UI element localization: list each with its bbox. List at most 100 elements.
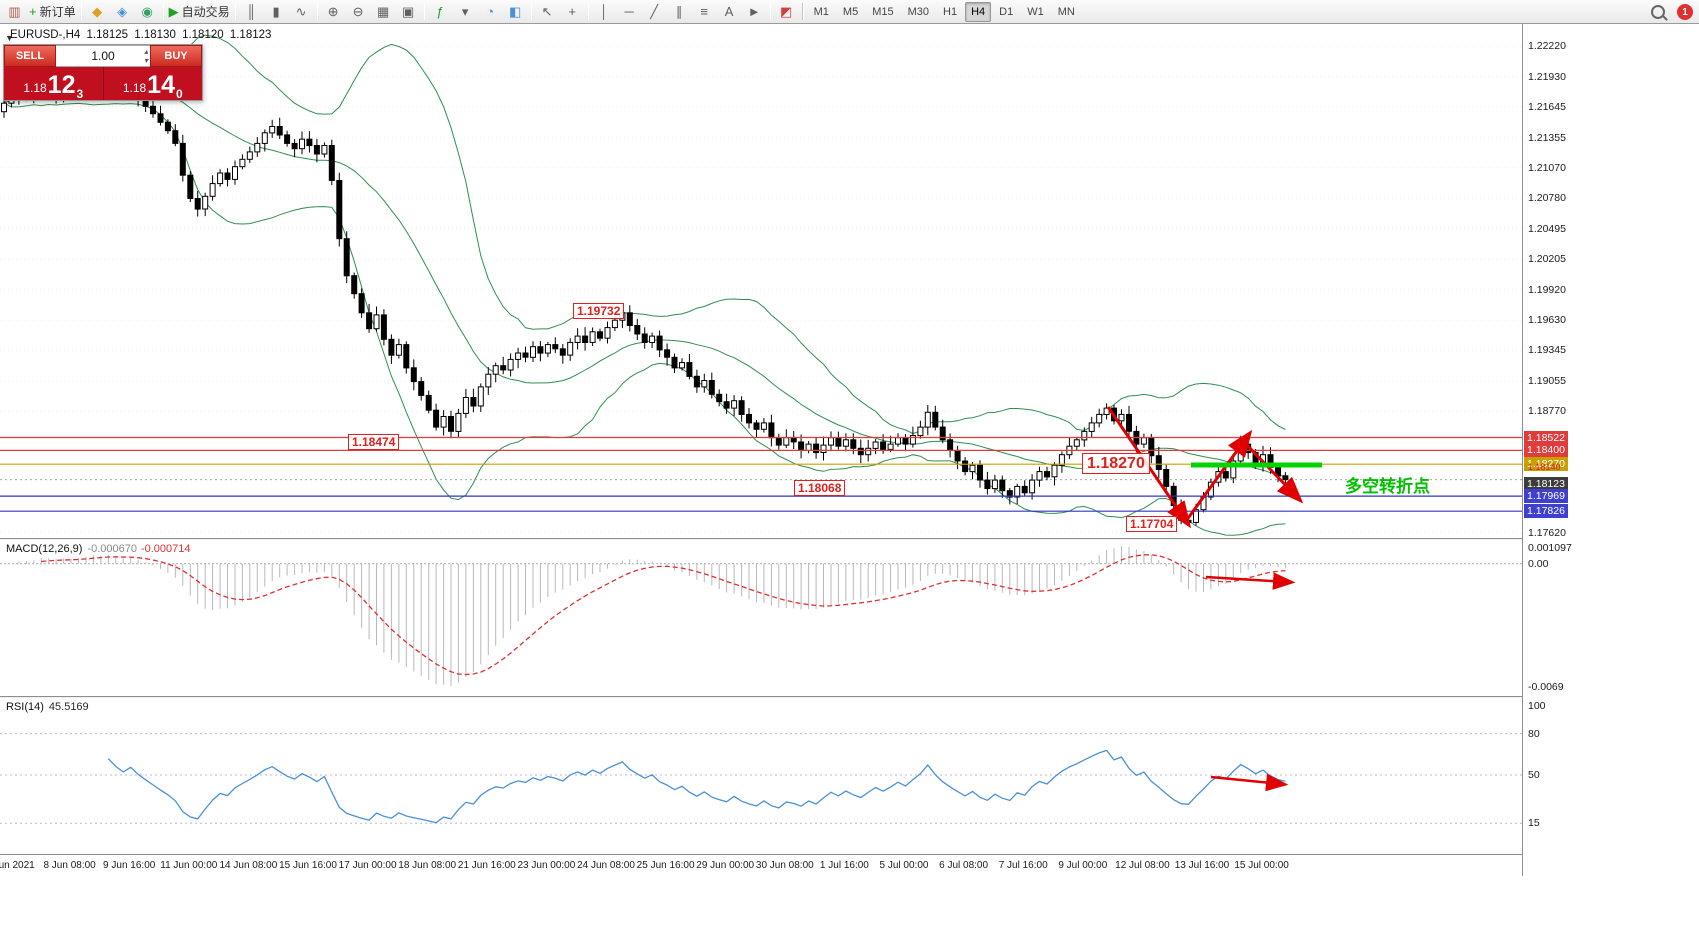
crosshair-icon[interactable]: + bbox=[561, 1, 584, 23]
price-tick: 1.19055 bbox=[1528, 375, 1566, 388]
price-tick: 1.21355 bbox=[1528, 131, 1566, 144]
timeframe-m5[interactable]: M5 bbox=[842, 5, 859, 18]
timeframe-m1[interactable]: M1 bbox=[813, 5, 829, 18]
zoom-out-icon[interactable]: ⊖ bbox=[347, 1, 370, 23]
bar-chart-icon[interactable]: ║ bbox=[240, 1, 263, 23]
rsi-panel-canvas[interactable] bbox=[0, 698, 1522, 854]
price-badge: 1.18270 bbox=[1524, 457, 1568, 472]
price-annotation-label[interactable]: 1.19732 bbox=[573, 303, 625, 319]
toolbar-separator bbox=[162, 3, 164, 20]
price-badge: 1.18140 bbox=[1528, 461, 1561, 472]
time-label: 29 Jun 00:00 bbox=[696, 860, 755, 871]
buy-button[interactable]: BUY bbox=[150, 45, 202, 67]
price-tick: 1.17620 bbox=[1528, 527, 1566, 539]
auto-trading-button-label: 自动交易 bbox=[181, 5, 230, 19]
price-annotation-label[interactable]: 1.18474 bbox=[348, 434, 400, 450]
volume-down-icon[interactable]: ▾ bbox=[143, 56, 148, 65]
new-order-button[interactable]: + 新订单 bbox=[28, 1, 77, 23]
arrows-tool-icon[interactable]: ► bbox=[743, 1, 766, 23]
price-tick: 1.19630 bbox=[1528, 314, 1566, 327]
horizontal-line-icon[interactable]: ─ bbox=[618, 1, 641, 23]
timeframe-h4[interactable]: H4 bbox=[965, 1, 992, 22]
sell-price-display[interactable]: 1.18 12 3 bbox=[4, 67, 104, 100]
macd-panel-canvas[interactable] bbox=[0, 540, 1522, 696]
notification-badge[interactable]: 1 bbox=[1677, 4, 1693, 20]
close-value: 1.18123 bbox=[229, 29, 272, 41]
indicators-icon[interactable]: ƒ bbox=[429, 1, 452, 23]
indicators-dropdown: ▾ bbox=[461, 4, 469, 19]
indicators-icon: ƒ bbox=[436, 4, 444, 19]
main-chart-canvas[interactable] bbox=[0, 24, 1522, 538]
macd-axis-label: 0.00 bbox=[1528, 557, 1549, 570]
trendline-icon[interactable]: ╱ bbox=[643, 1, 666, 23]
timeframe-h1[interactable]: H1 bbox=[943, 5, 958, 18]
timeframe-mn[interactable]: MN bbox=[1057, 5, 1075, 18]
volume-input[interactable]: 1.00 ▴ ▾ bbox=[56, 45, 150, 67]
trendline-icon: ╱ bbox=[650, 4, 659, 19]
time-axis[interactable]: 7 Jun 2021 8 Jun 08:00 9 Jun 16:00 11 Jun 0… bbox=[0, 854, 1578, 877]
timeframe-w1[interactable]: W1 bbox=[1027, 5, 1044, 18]
sell-button[interactable]: SELL bbox=[4, 45, 56, 67]
price-annotation-label[interactable]: 1.18068 bbox=[794, 480, 846, 496]
time-label: 8 Jun 08:00 bbox=[43, 860, 96, 871]
quote-header: EURUSD-,H4 1.18125 1.18130 1.18120 1.181… bbox=[10, 29, 274, 41]
navigator-icon[interactable]: ◉ bbox=[136, 1, 159, 23]
buy-price-display[interactable]: 1.18 14 0 bbox=[122, 71, 183, 101]
macd-indicator-label: MACD(12,26,9) -0.000670 -0.000714 bbox=[6, 543, 191, 555]
rsi-axis-label: 100 bbox=[1528, 700, 1546, 712]
time-label: 12 Jul 08:00 bbox=[1115, 860, 1170, 871]
price-badge: 1.18522 bbox=[1524, 430, 1568, 445]
time-label: 6 Jul 08:00 bbox=[939, 860, 989, 871]
turning-point-note[interactable]: 多空转折点 bbox=[1345, 477, 1430, 496]
panel-splitter[interactable] bbox=[0, 696, 1578, 698]
text-label-icon[interactable]: A bbox=[718, 1, 741, 23]
volume-up-icon[interactable]: ▴ bbox=[143, 47, 148, 56]
timeframe-m30[interactable]: M30 bbox=[907, 5, 929, 18]
new-chart-icon[interactable]: ▥ bbox=[3, 1, 26, 23]
timeframes-clock-icon[interactable]: ◔ bbox=[479, 1, 502, 23]
line-chart-icon[interactable]: ∿ bbox=[290, 1, 313, 23]
vertical-line-icon: │ bbox=[600, 4, 609, 19]
cursor-icon[interactable]: ↖ bbox=[536, 1, 559, 23]
tile-windows-icon: ▦ bbox=[376, 4, 390, 19]
colors-icon[interactable]: ◩ bbox=[775, 1, 798, 23]
price-annotation-label[interactable]: 1.17704 bbox=[1126, 516, 1178, 532]
search-icon[interactable] bbox=[1651, 5, 1665, 19]
fibonacci-icon[interactable]: ≡ bbox=[693, 1, 716, 23]
time-label: 14 Jun 08:00 bbox=[219, 860, 278, 871]
tile-windows-icon[interactable]: ▦ bbox=[372, 1, 395, 23]
auto-trading-button[interactable]: ▶ 自动交易 bbox=[168, 1, 231, 23]
panel-splitter[interactable] bbox=[0, 538, 1578, 540]
colors-icon: ◩ bbox=[779, 4, 793, 19]
auto-arrange-icon: ▣ bbox=[401, 4, 415, 19]
line-chart-icon: ∿ bbox=[295, 4, 307, 19]
rsi-axis-label: 80 bbox=[1528, 727, 1540, 740]
timeframe-m15[interactable]: M15 bbox=[872, 5, 894, 18]
price-badge: 1.17969 bbox=[1524, 489, 1568, 504]
timeframe-d1[interactable]: D1 bbox=[999, 5, 1014, 18]
price-annotation-label[interactable]: 1.18270 bbox=[1082, 453, 1150, 474]
templates-icon[interactable]: ◧ bbox=[504, 1, 527, 23]
templates-icon: ◧ bbox=[508, 4, 522, 19]
market-watch-icon[interactable]: ◆ bbox=[86, 1, 109, 23]
zoom-in-icon[interactable]: ⊕ bbox=[322, 1, 345, 23]
toolbar-separator bbox=[587, 3, 589, 20]
one-click-toggle[interactable]: ▼ bbox=[5, 33, 14, 43]
timeframes-clock-icon: ◔ bbox=[486, 4, 495, 19]
price-axis[interactable]: 1.22220 1.21930 1.21645 1.21355 1.21070 1.207… bbox=[1522, 24, 1579, 876]
price-tick: 1.20205 bbox=[1528, 253, 1566, 266]
candlestick-chart-icon[interactable]: ▮ bbox=[265, 1, 288, 23]
equidistant-channel-icon[interactable]: ∥ bbox=[668, 1, 691, 23]
indicators-dropdown[interactable]: ▾ bbox=[454, 1, 477, 23]
fibonacci-icon: ≡ bbox=[700, 4, 708, 19]
vertical-line-icon[interactable]: │ bbox=[593, 1, 616, 23]
data-window-icon[interactable]: ◈ bbox=[111, 1, 134, 23]
time-label: 24 Jun 08:00 bbox=[577, 860, 635, 871]
auto-arrange-icon[interactable]: ▣ bbox=[397, 1, 420, 23]
price-tick: 1.20495 bbox=[1528, 222, 1566, 235]
macd-main-value: -0.000670 bbox=[87, 543, 137, 555]
toolbar-separator bbox=[234, 3, 236, 20]
time-label: 1 Jul 16:00 bbox=[819, 860, 869, 871]
price-tick: 1.21645 bbox=[1528, 100, 1566, 113]
